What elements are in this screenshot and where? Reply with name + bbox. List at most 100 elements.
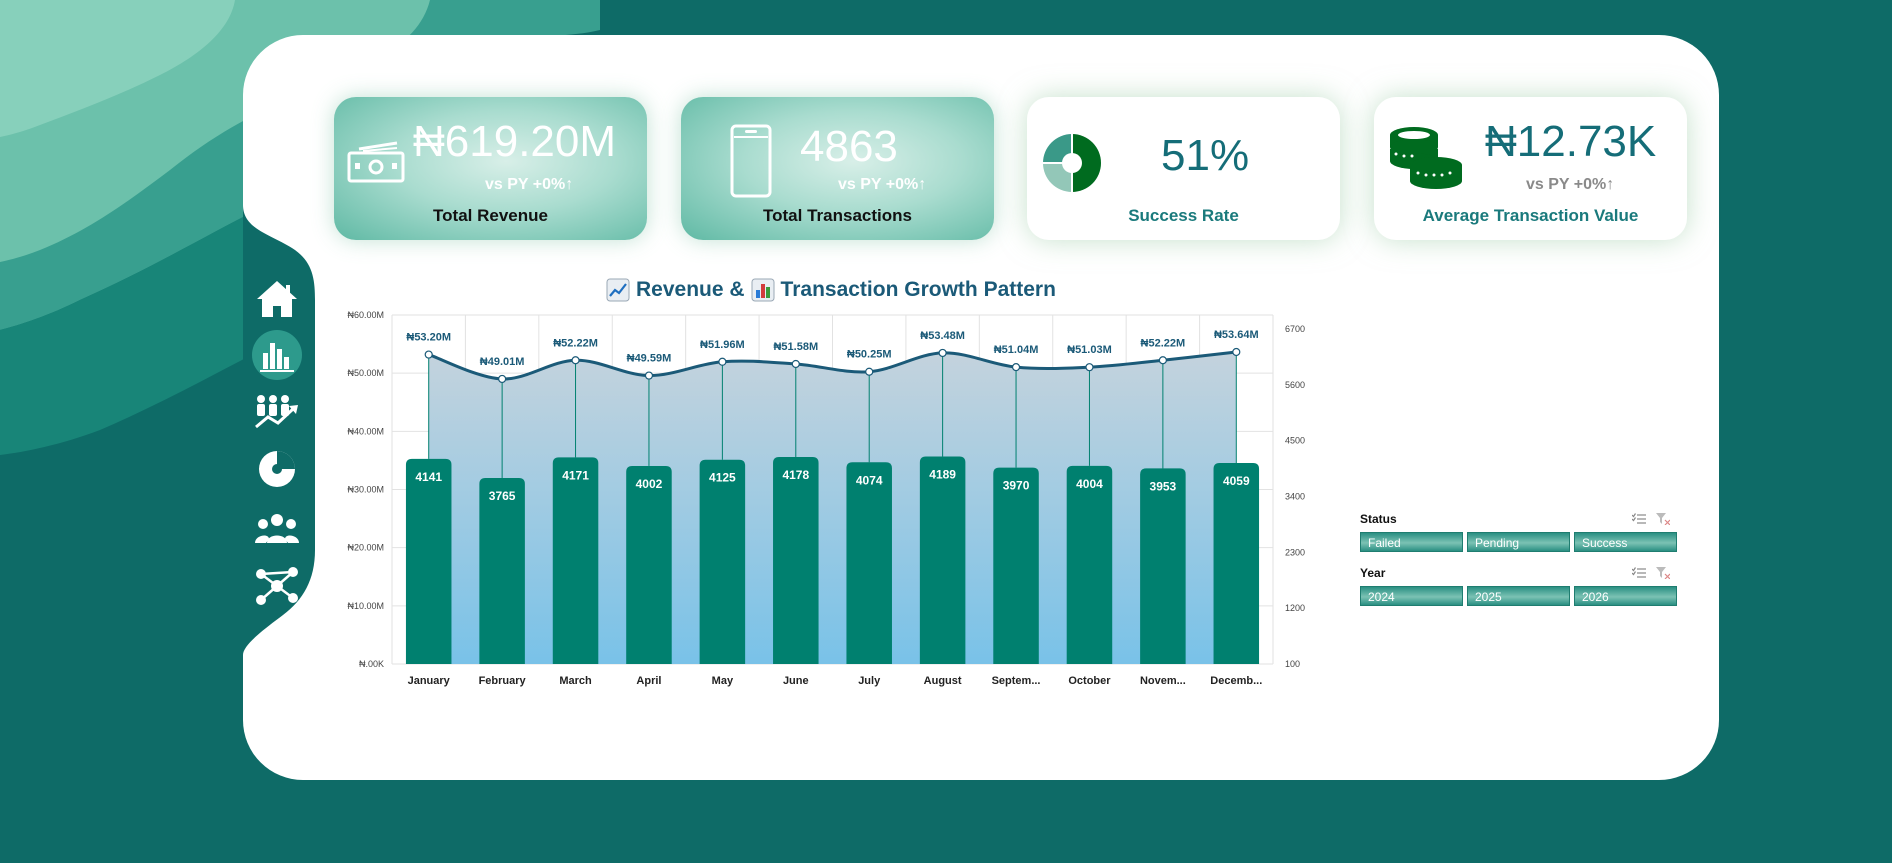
revenue-point: [718, 357, 727, 366]
transaction-bar: [773, 457, 819, 664]
x-axis-tick-label: June: [783, 675, 809, 687]
clear-filter-icon[interactable]: [1656, 567, 1671, 580]
left-axis-tick-label: ₦50.00M: [347, 368, 384, 378]
nav-home[interactable]: [249, 273, 305, 325]
revenue-point: [1158, 356, 1167, 365]
transaction-bar: [846, 462, 892, 664]
line-data-label: ₦51.03M: [1067, 344, 1112, 356]
line-data-label: ₦52.22M: [1141, 337, 1186, 349]
transaction-bar: [919, 456, 966, 664]
x-axis-tick-label: January: [408, 675, 451, 687]
bar-data-label: 3970: [1003, 479, 1030, 493]
transaction-bar: [699, 459, 746, 664]
network-icon: [256, 567, 298, 605]
kpi-value: 4863: [800, 122, 898, 171]
right-axis-tick-label: 5600: [1285, 380, 1305, 390]
slicer-option-success[interactable]: Success: [1574, 532, 1677, 552]
revenue-point: [424, 350, 433, 359]
bar-data-label: 4125: [709, 471, 736, 485]
bar-data-label: 4171: [562, 468, 589, 482]
multi-select-icon[interactable]: [1631, 567, 1646, 579]
pie-chart-icon: [259, 451, 295, 487]
x-axis-tick-label: May: [712, 675, 734, 687]
slicer-option-failed[interactable]: Failed: [1360, 532, 1463, 552]
kpi-value: 51%: [1161, 131, 1250, 180]
slicer-option-2024[interactable]: 2024: [1360, 586, 1463, 606]
kpi-label: Success Rate: [1128, 206, 1239, 225]
x-axis-tick-label: Septem...: [992, 675, 1041, 687]
kpi-card-average-transaction-value: ₦12.73K vs PY +0%↑ Average Transaction V…: [1374, 97, 1687, 240]
revenue-area: [428, 351, 1237, 664]
line-data-label: ₦52.22M: [553, 337, 598, 349]
slicer-status: Status Failed Pending Success: [1360, 508, 1678, 552]
revenue-point: [938, 348, 947, 358]
kpi-value: ₦619.20M: [413, 117, 617, 166]
left-axis-tick-label: ₦60.00M: [347, 310, 384, 320]
transaction-bar: [405, 458, 452, 664]
kpi-vs-py: vs PY +0%↑: [485, 176, 574, 193]
home-icon: [257, 281, 297, 317]
kpi-card-total-revenue: ₦619.20M vs PY +0%↑ Total Revenue: [334, 97, 647, 240]
clear-filter-icon[interactable]: [1656, 513, 1671, 526]
kpi-card-total-transactions: 4863 vs PY +0%↑ Total Transactions: [681, 97, 994, 240]
left-axis-tick-label: ₦.00K: [359, 659, 384, 669]
donut-icon: [1043, 134, 1101, 192]
chart-up-emoji-icon: [606, 278, 630, 302]
x-axis-tick-label: April: [636, 675, 661, 687]
x-axis-tick-label: July: [858, 675, 881, 687]
slicer-header: Status: [1360, 508, 1678, 530]
bar-chart-emoji-icon: [751, 278, 775, 302]
nav-dashboard[interactable]: [249, 329, 305, 381]
revenue-point: [791, 359, 800, 369]
multi-select-icon[interactable]: [1631, 513, 1646, 525]
nav-users[interactable]: [249, 503, 305, 555]
revenue-point: [865, 367, 874, 376]
chart-title-part1: Revenue &: [636, 278, 745, 301]
slicer-option-2025[interactable]: 2025: [1467, 586, 1570, 606]
x-axis-tick-label: August: [924, 675, 962, 687]
bar-chart-icon: [260, 343, 294, 372]
chart-title-part2: Transaction Growth Pattern: [780, 278, 1056, 301]
kpi-vs-py: vs PY +0%↑: [1526, 176, 1615, 193]
line-data-label: ₦49.59M: [627, 353, 672, 365]
bar-data-label: 4189: [929, 467, 956, 481]
left-axis-tick-label: ₦30.00M: [347, 485, 384, 495]
transaction-bar: [1140, 468, 1186, 664]
slicer-title: Status: [1360, 512, 1397, 526]
kpi-vs-py: vs PY +0%↑: [838, 176, 927, 193]
transaction-bar: [1213, 463, 1260, 664]
bar-data-label: 3765: [489, 489, 516, 503]
right-axis-tick-label: 3400: [1285, 492, 1305, 502]
x-axis-tick-label: February: [479, 675, 527, 687]
slicer-header: Year: [1360, 562, 1678, 584]
line-data-label: ₦53.64M: [1214, 329, 1259, 341]
line-data-label: ₦51.58M: [773, 341, 818, 353]
line-data-label: ₦53.48M: [920, 330, 965, 342]
kpi-label: Total Revenue: [433, 206, 548, 225]
bar-data-label: 4141: [415, 470, 442, 484]
chart-title: Revenue & Transaction Growth Pattern: [600, 274, 1056, 306]
transaction-bar: [1066, 465, 1113, 664]
line-data-label: ₦51.04M: [994, 344, 1039, 356]
left-axis-tick-label: ₦20.00M: [347, 543, 384, 553]
nav-growth[interactable]: [249, 385, 305, 437]
line-data-label: ₦51.96M: [700, 339, 745, 351]
bar-data-label: 4059: [1223, 474, 1250, 488]
slicer-year: Year 2024 2025 2026: [1360, 562, 1678, 606]
line-data-label: ₦53.20M: [406, 332, 451, 344]
right-axis-tick-label: 1200: [1285, 603, 1305, 613]
slicer-option-pending[interactable]: Pending: [1467, 532, 1570, 552]
right-axis-tick-label: 100: [1285, 659, 1300, 669]
nav-network[interactable]: [249, 560, 305, 612]
nav-success-rate[interactable]: [249, 443, 305, 495]
bar-data-label: 4074: [856, 473, 883, 487]
kpi-card-success-rate: 51% Success Rate: [1027, 97, 1340, 240]
slicer-option-2026[interactable]: 2026: [1574, 586, 1677, 606]
right-axis-tick-label: 4500: [1285, 436, 1305, 446]
left-axis-tick-label: ₦40.00M: [347, 426, 384, 436]
revenue-transactions-chart: 4141 3765 4171 4002 4125 4178 4074 4189 3970 4004…: [347, 310, 1305, 687]
revenue-point: [644, 371, 654, 380]
transaction-bar: [626, 465, 672, 664]
cash-icon: [347, 141, 405, 183]
x-axis-tick-label: Decemb...: [1210, 675, 1262, 687]
